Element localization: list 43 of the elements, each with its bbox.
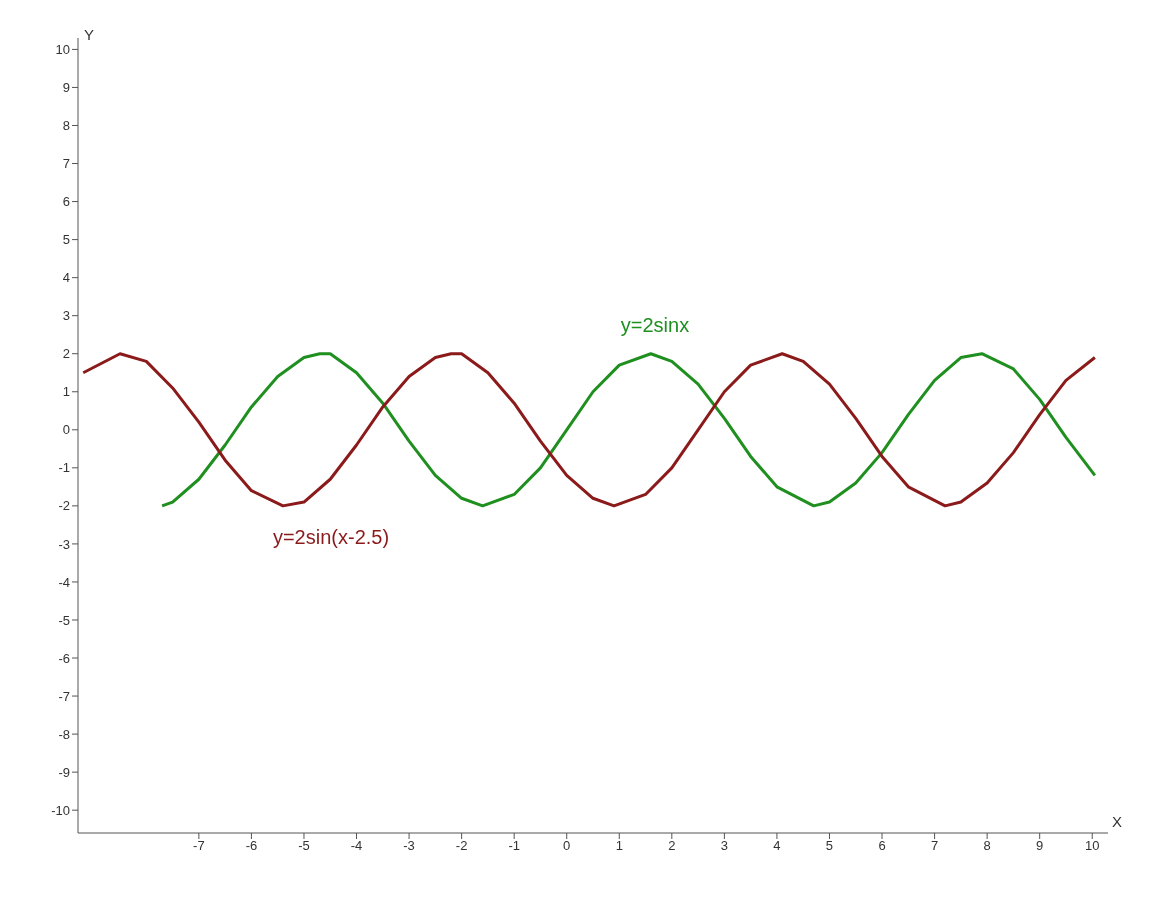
x-tick-label: 7 xyxy=(930,838,939,854)
y-tick-label: 9 xyxy=(62,80,70,96)
y-tick-label: 4 xyxy=(62,270,70,286)
y-tick-label: 10 xyxy=(55,42,70,58)
x-tick-label: 5 xyxy=(825,838,834,854)
y-tick-label: 0 xyxy=(62,422,70,438)
x-tick-label: -1 xyxy=(508,838,520,854)
y-axis-title: Y xyxy=(84,26,95,43)
x-tick-label: -4 xyxy=(350,838,363,854)
x-tick-label: 1 xyxy=(615,838,623,854)
x-tick-label: -2 xyxy=(455,838,468,854)
y-tick-label: -5 xyxy=(58,612,70,628)
y-tick-label: -3 xyxy=(58,536,70,552)
x-tick-label: 9 xyxy=(1036,838,1044,854)
y-tick-label: -9 xyxy=(58,764,70,780)
x-tick-label: -3 xyxy=(403,838,415,854)
y-tick-label: 3 xyxy=(62,308,70,324)
x-tick-label: 10 xyxy=(1085,838,1100,854)
y-tick-label: -6 xyxy=(58,650,70,666)
y-tick-label: -10 xyxy=(51,802,70,818)
series-label: y=2sin(x-2.5) xyxy=(272,525,390,548)
y-tick-label: 2 xyxy=(62,346,70,362)
x-tick-label: 8 xyxy=(983,838,991,854)
y-tick-label: -8 xyxy=(58,726,70,742)
x-tick-label: 2 xyxy=(668,838,676,854)
y-tick-label: -4 xyxy=(58,574,70,590)
y-tick-label: -1 xyxy=(58,460,70,476)
x-axis-title: X xyxy=(1112,813,1123,830)
y-tick-label: 5 xyxy=(62,232,70,248)
x-tick-label: -6 xyxy=(245,838,258,854)
y-tick-label: 1 xyxy=(62,384,70,400)
y-tick-label: 8 xyxy=(62,118,70,134)
x-tick-label: 0 xyxy=(563,838,571,854)
series-label: y=2sinx xyxy=(620,313,690,336)
x-tick-label: 3 xyxy=(720,838,728,854)
y-tick-label: 6 xyxy=(62,194,70,210)
x-tick-label: 4 xyxy=(773,838,781,854)
x-tick-label: -5 xyxy=(298,838,310,854)
y-tick-label: 7 xyxy=(62,156,70,172)
y-tick-label: -2 xyxy=(58,498,70,514)
x-tick-label: -7 xyxy=(193,838,205,854)
x-tick-label: 6 xyxy=(878,838,886,854)
y-tick-label: -7 xyxy=(58,688,70,704)
